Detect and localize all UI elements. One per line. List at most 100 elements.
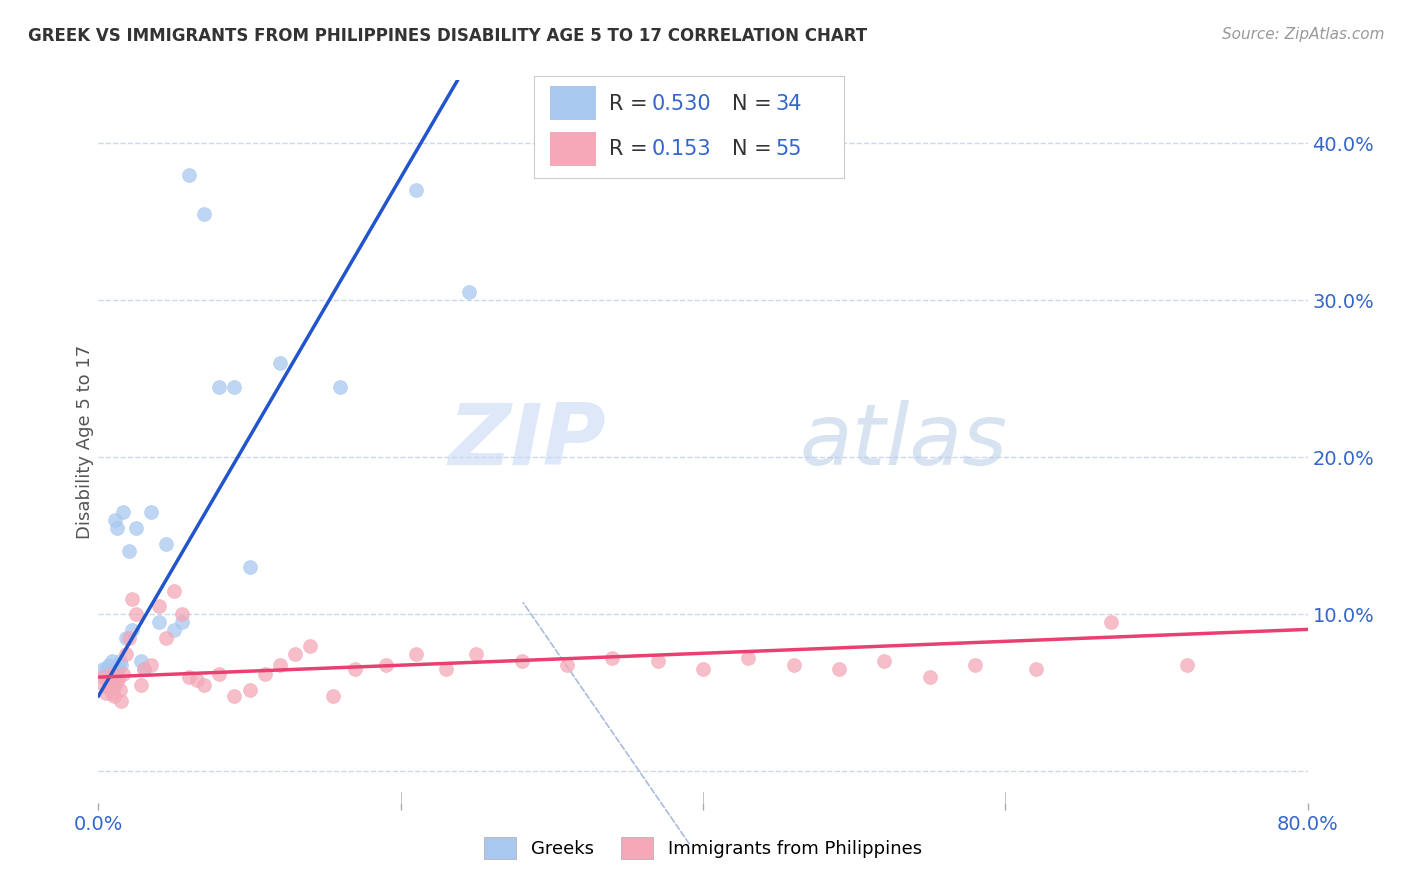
Point: [692, 662, 714, 676]
Point: [94, 686, 117, 700]
Point: [101, 686, 124, 700]
Point: [129, 678, 152, 692]
Text: Source: ZipAtlas.com: Source: ZipAtlas.com: [1222, 27, 1385, 42]
Point: [94, 662, 117, 676]
Point: [108, 682, 131, 697]
Point: [107, 662, 129, 676]
Point: [96, 667, 118, 681]
Point: [118, 544, 141, 558]
Point: [163, 583, 186, 598]
Point: [103, 662, 125, 676]
Text: N =: N =: [733, 94, 779, 113]
Point: [118, 631, 141, 645]
Point: [224, 689, 246, 703]
Point: [647, 655, 669, 669]
Point: [111, 505, 134, 519]
Point: [155, 536, 177, 550]
Point: [208, 379, 231, 393]
Text: GREEK VS IMMIGRANTS FROM PHILIPPINES DISABILITY AGE 5 TO 17 CORRELATION CHART: GREEK VS IMMIGRANTS FROM PHILIPPINES DIS…: [28, 27, 868, 45]
Point: [239, 560, 262, 574]
Point: [405, 183, 427, 197]
Point: [186, 673, 208, 688]
Text: 0.153: 0.153: [652, 138, 711, 159]
Point: [179, 168, 201, 182]
Text: R =: R =: [609, 138, 661, 159]
Point: [96, 673, 118, 688]
Point: [208, 667, 231, 681]
Point: [105, 670, 128, 684]
Point: [284, 647, 307, 661]
Point: [91, 662, 114, 676]
Point: [193, 678, 215, 692]
Point: [98, 681, 121, 695]
Point: [170, 615, 193, 630]
Point: [155, 631, 177, 645]
Point: [148, 599, 170, 614]
Point: [329, 379, 352, 393]
Point: [344, 662, 367, 676]
Point: [129, 655, 152, 669]
Text: R =: R =: [609, 94, 654, 113]
Point: [299, 639, 322, 653]
Point: [93, 678, 115, 692]
Point: [125, 607, 148, 622]
Point: [110, 694, 132, 708]
Bar: [550, 132, 596, 166]
Point: [783, 657, 806, 672]
Text: 34: 34: [776, 94, 801, 113]
Y-axis label: Disability Age 5 to 17: Disability Age 5 to 17: [76, 344, 94, 539]
Point: [132, 662, 155, 676]
Point: [104, 513, 127, 527]
Bar: [550, 87, 596, 120]
Point: [1175, 657, 1198, 672]
Point: [269, 356, 291, 370]
Point: [828, 662, 851, 676]
Point: [104, 678, 127, 692]
Point: [125, 521, 148, 535]
Point: [1024, 662, 1046, 676]
Point: [121, 591, 143, 606]
Point: [602, 651, 624, 665]
Point: [405, 647, 427, 661]
Point: [98, 657, 121, 672]
Text: 55: 55: [776, 138, 801, 159]
Point: [114, 631, 136, 645]
Point: [434, 662, 457, 676]
Point: [111, 667, 134, 681]
Point: [465, 647, 488, 661]
Point: [737, 651, 759, 665]
Point: [91, 670, 114, 684]
Point: [322, 689, 344, 703]
Text: 0.530: 0.530: [652, 94, 711, 113]
Point: [103, 689, 125, 703]
Point: [114, 647, 136, 661]
Point: [141, 505, 163, 519]
Text: ZIP: ZIP: [449, 400, 606, 483]
Legend: Greeks, Immigrants from Philippines: Greeks, Immigrants from Philippines: [477, 830, 929, 866]
Point: [163, 623, 186, 637]
Point: [110, 657, 132, 672]
Point: [101, 655, 124, 669]
Point: [873, 655, 896, 669]
Point: [103, 670, 125, 684]
Point: [100, 667, 122, 681]
Point: [193, 207, 215, 221]
Point: [269, 657, 291, 672]
Point: [555, 657, 578, 672]
Point: [457, 285, 479, 300]
Point: [239, 682, 262, 697]
Point: [374, 657, 396, 672]
Point: [170, 607, 193, 622]
Point: [108, 655, 131, 669]
Point: [105, 521, 128, 535]
Point: [100, 670, 122, 684]
Point: [224, 379, 246, 393]
Point: [179, 670, 201, 684]
Point: [510, 655, 533, 669]
Point: [965, 657, 987, 672]
Point: [918, 670, 941, 684]
Point: [253, 667, 276, 681]
Text: N =: N =: [733, 138, 779, 159]
Point: [121, 623, 143, 637]
Text: atlas: atlas: [800, 400, 1008, 483]
